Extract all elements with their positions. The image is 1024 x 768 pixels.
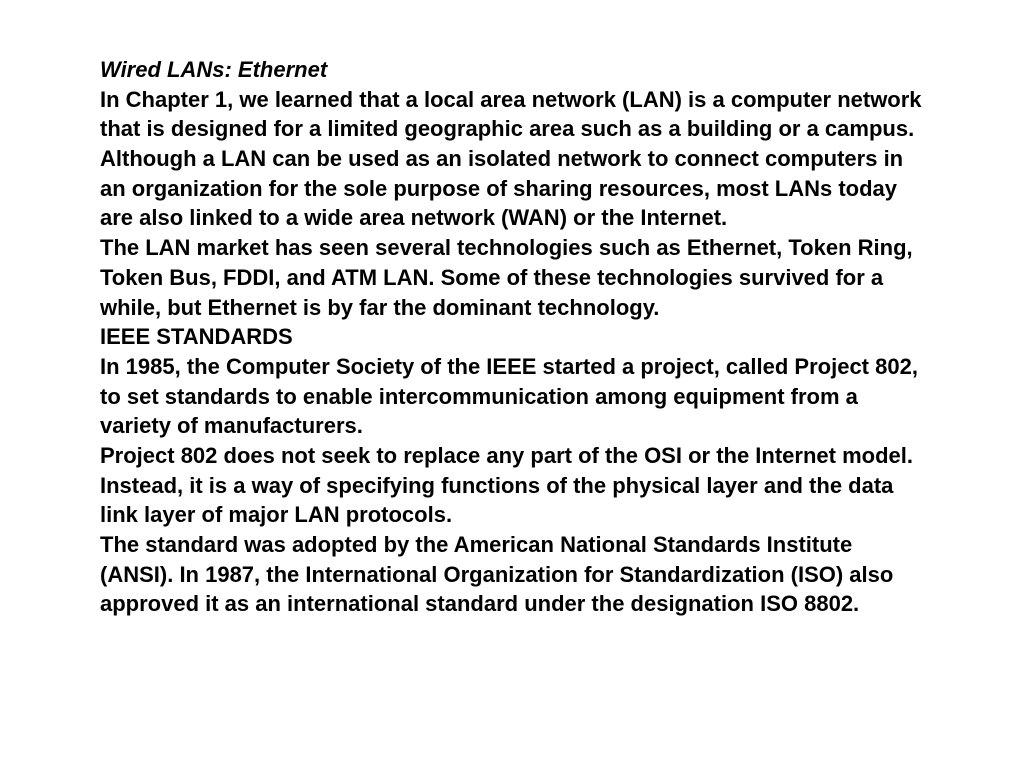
document-page: Wired LANs: Ethernet In Chapter 1, we le… bbox=[0, 0, 1024, 659]
paragraph: The standard was adopted by the American… bbox=[100, 530, 924, 619]
paragraph: The LAN market has seen several technolo… bbox=[100, 233, 924, 322]
paragraph: In Chapter 1, we learned that a local ar… bbox=[100, 85, 924, 233]
paragraph: In 1985, the Computer Society of the IEE… bbox=[100, 352, 924, 441]
paragraph: Project 802 does not seek to replace any… bbox=[100, 441, 924, 530]
document-title: Wired LANs: Ethernet bbox=[100, 55, 924, 85]
section-heading: IEEE STANDARDS bbox=[100, 322, 924, 352]
